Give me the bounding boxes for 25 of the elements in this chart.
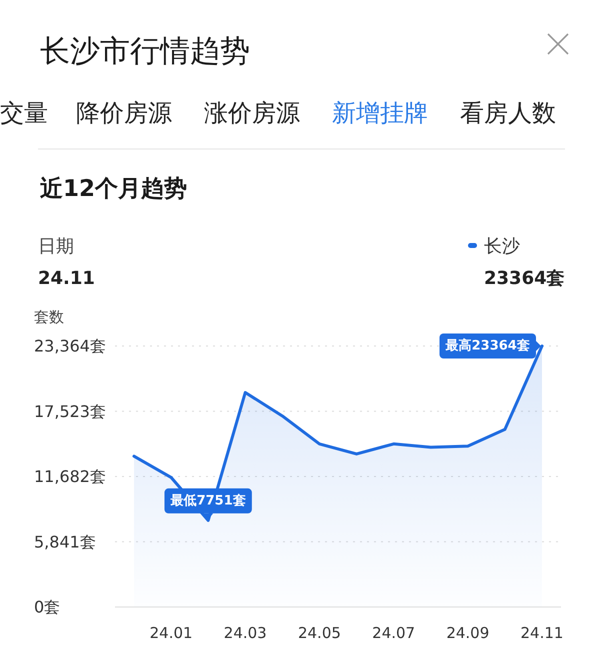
x-tick-label: 24.07 (372, 624, 416, 642)
y-tick-label: 11,682套 (34, 467, 106, 486)
x-tick-label: 24.01 (150, 624, 193, 642)
text: 日期 (38, 236, 74, 257)
x-tick-label: 24.09 (446, 624, 490, 642)
text: 24.11 (38, 268, 95, 289)
text: 交量 (0, 99, 48, 127)
annotation: 最低7751套 (170, 493, 246, 508)
x-tick-label: 24.11 (520, 624, 564, 642)
annotation: 最高23364套 (444, 338, 530, 354)
y-tick-label: 5,841套 (34, 532, 96, 552)
y-tick-label: 17,523套 (34, 402, 106, 421)
y-tick-label: 0套 (34, 598, 60, 616)
chart-subtitle: 近12个月趋势 (39, 176, 188, 202)
legend-label: 长沙 (484, 236, 520, 257)
chart-title: 长沙市行情趋势 (40, 34, 250, 69)
text: 涨价房源 (204, 99, 300, 127)
x-tick-label: 24.03 (224, 624, 267, 642)
text: 新增挂牌 (332, 99, 428, 127)
text: 降价房源 (76, 99, 172, 127)
x-tick-label: 24.05 (298, 624, 341, 642)
y-axis-title: 套数 (34, 308, 64, 326)
y-tick-label: 23,364套 (34, 336, 106, 356)
text: 看房人数 (460, 99, 556, 127)
text: 23364套 (484, 268, 565, 289)
